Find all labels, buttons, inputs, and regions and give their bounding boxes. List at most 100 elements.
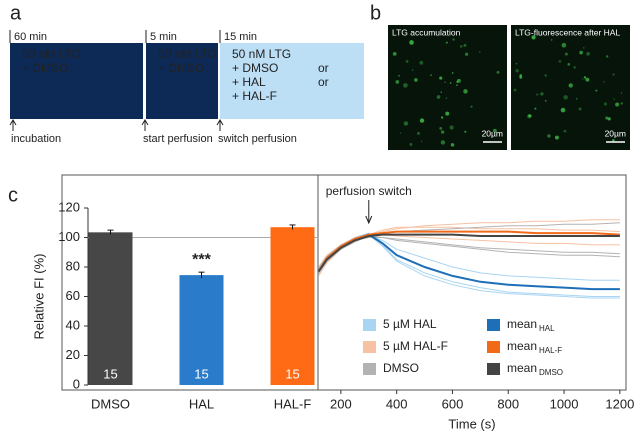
box-text: 50 nM LTG: [232, 47, 291, 61]
cell-spot: [544, 99, 547, 102]
cell-spot: [595, 89, 598, 92]
trace-line: [318, 237, 620, 271]
panel-label: c: [8, 184, 18, 206]
cell-spot: [620, 102, 623, 105]
cell-spot: [519, 74, 522, 77]
y-tick-label: 20: [66, 347, 80, 362]
cell-spot: [456, 84, 458, 86]
legend-label: DMSO: [383, 361, 419, 375]
cell-spot: [605, 116, 609, 120]
x-tick-label: 800: [497, 396, 519, 411]
event-label: start perfusion: [143, 133, 213, 145]
cell-spot: [607, 117, 611, 121]
cell-spot: [450, 143, 455, 147]
cell-spot: [612, 73, 615, 76]
cell-spot: [536, 93, 539, 96]
cell-spot: [586, 51, 590, 56]
y-tick-label: 40: [66, 317, 80, 332]
cell-spot: [615, 102, 620, 107]
cell-spot: [463, 43, 467, 47]
x-tick-label: HAL: [189, 396, 214, 411]
cell-spot: [405, 59, 409, 63]
legend-label: mean: [507, 339, 537, 353]
cell-spot: [412, 69, 414, 71]
y-tick-label: 120: [58, 199, 80, 214]
trace-line: [318, 232, 620, 297]
frame: [61, 174, 627, 391]
scale-label: 20µm: [482, 128, 503, 138]
significance: ***: [192, 251, 211, 268]
legend-swatch: [487, 319, 500, 331]
legend-label: 5 µM HAL-F: [383, 339, 448, 353]
y-tick-label: 80: [66, 258, 80, 273]
mean-line: [317, 233, 620, 272]
bar: [179, 275, 224, 385]
cell-spot: [478, 50, 481, 53]
cell-spot: [560, 107, 566, 113]
box-text: + DMSO: [232, 61, 278, 75]
cell-spot: [603, 81, 605, 83]
mean-line: [317, 230, 620, 272]
x-tick-label: HAL-F: [274, 396, 312, 411]
cell-spot: [463, 89, 468, 94]
cell-spot: [561, 42, 567, 48]
cell-spot: [567, 62, 571, 66]
box-text: + DMSO: [158, 61, 204, 75]
cell-spot: [613, 98, 616, 100]
y-axis-label: Relative FI (%): [31, 254, 46, 340]
n-label: 15: [285, 366, 299, 381]
cell-spot: [464, 130, 467, 133]
cell-spot: [459, 45, 463, 48]
cell-spot: [531, 35, 536, 40]
cell-spot: [417, 131, 420, 135]
legend-swatch: [487, 341, 500, 353]
cell-spot: [563, 129, 567, 133]
cell-spot: [414, 78, 418, 82]
cell-spot: [440, 91, 442, 93]
legend-label: mean: [507, 361, 537, 375]
legend-swatch: [363, 319, 376, 331]
cell-spot: [603, 102, 607, 106]
box-text: 50 nM LTG: [22, 47, 81, 61]
legend-swatch: [363, 363, 376, 375]
image-caption: LTG-fluorescence after HAL: [515, 27, 620, 37]
legend-swatch: [363, 341, 376, 353]
cell-spot: [403, 83, 408, 88]
cell-spot: [445, 111, 450, 116]
legend-swatch: [487, 363, 500, 375]
x-tick-label: 200: [330, 396, 352, 411]
cell-spot: [436, 95, 441, 99]
x-tick-label: 400: [386, 396, 408, 411]
n-label: 15: [194, 366, 208, 381]
cell-spot: [452, 38, 455, 41]
arrow-head: [216, 119, 224, 126]
legend-label: 5 µM HAL: [383, 317, 437, 331]
arrow-head: [365, 215, 373, 225]
x-tick-label: 1200: [605, 396, 634, 411]
box-text: 50 nM LTG: [158, 47, 217, 61]
trace-line: [318, 222, 620, 274]
cell-spot: [439, 76, 443, 80]
cell-spot: [445, 97, 448, 99]
cell-spot: [528, 114, 532, 118]
cell-spot: [456, 78, 461, 83]
cell-spot: [575, 97, 578, 100]
cell-spot: [534, 107, 537, 110]
cell-spot: [547, 134, 551, 138]
box-text: + DMSO: [22, 61, 68, 75]
cell-spot: [419, 118, 425, 123]
cell-spot: [585, 77, 590, 82]
cell-spot: [605, 55, 609, 58]
image-caption: LTG accumulation: [392, 27, 461, 37]
duration-label: 15 min: [224, 31, 257, 43]
cell-spot: [449, 125, 454, 130]
cell-spot: [395, 80, 400, 84]
n-label: 15: [103, 366, 117, 381]
duration-label: 5 min: [150, 31, 177, 43]
cell-spot: [430, 74, 432, 76]
cell-spot: [554, 135, 559, 140]
box-text: or: [318, 61, 329, 75]
event-label: switch perfusion: [218, 133, 297, 145]
cell-spot: [515, 69, 519, 73]
cell-spot: [470, 105, 473, 108]
